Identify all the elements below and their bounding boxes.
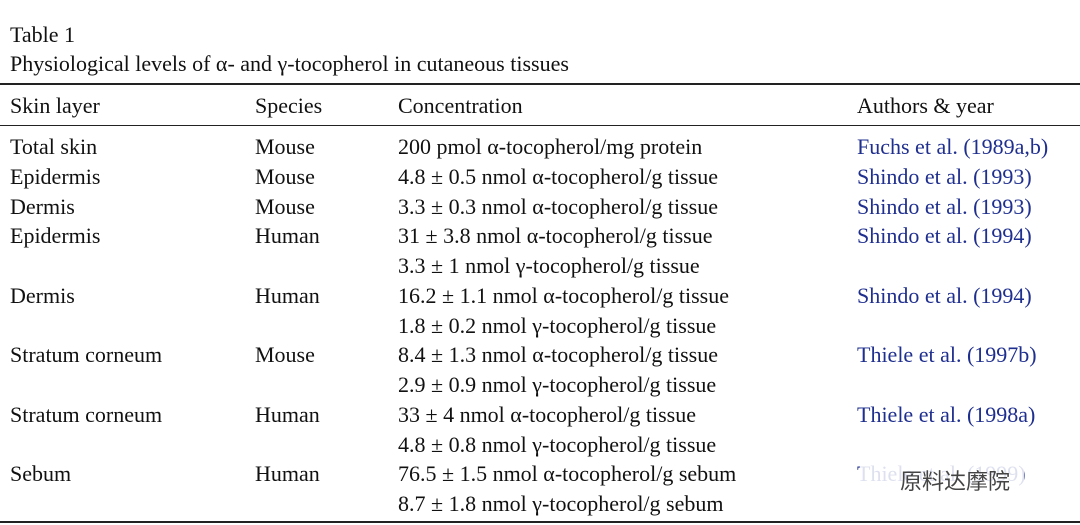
skin-layer: Epidermis [10,163,101,189]
table-label: Table 1 [10,22,76,47]
authors: Shindo et al. (1993) [857,163,1032,189]
skin-layer: Sebum [10,461,72,487]
species: Human [255,461,320,487]
header-cell: Skin layer [10,93,100,118]
concentration: 3.3 ± 0.3 nmol α-tocopherol/g tissue [398,193,718,219]
concentration: 8.4 ± 1.3 nmol α-tocopherol/g tissue [398,342,718,368]
header-rule [0,125,1080,126]
species: Human [255,401,320,427]
concentration: 3.3 ± 1 nmol γ-tocopherol/g tissue [398,253,700,278]
skin-layer: Dermis [10,193,75,219]
species: Mouse [255,193,315,219]
species: Human [255,223,320,249]
concentration: 4.8 ± 0.8 nmol γ-tocopherol/g tissue [398,431,717,457]
concentration: 31 ± 3.8 nmol α-tocopherol/g tissue [398,223,713,249]
skin-layer: Epidermis [10,223,101,249]
concentration: 76.5 ± 1.5 nmol α-tocopherol/g sebum [398,461,737,487]
watermark: 原料达摩院 [860,462,1025,498]
species: Mouse [255,163,315,189]
authors: Shindo et al. (1993) [857,193,1032,219]
skin-layer: Total skin [10,134,98,159]
header-cell: Authors & year [857,93,994,118]
concentration: 16.2 ± 1.1 nmol α-tocopherol/g tissue [398,282,729,308]
skin-layer: Stratum corneum [10,401,163,427]
skin-layer: Dermis [10,282,75,308]
caption: Physiological levels of α- and γ-tocophe… [10,51,569,76]
concentration: 8.7 ± 1.8 nmol γ-tocopherol/g sebum [398,491,724,516]
bottom-rule [0,521,1080,523]
concentration: 1.8 ± 0.2 nmol γ-tocopherol/g tissue [398,312,717,338]
authors: Thiele et al. (1998a) [857,401,1036,427]
concentration: 200 pmol α-tocopherol/mg protein [398,134,703,159]
concentration: 33 ± 4 nmol α-tocopherol/g tissue [398,401,696,427]
authors: Fuchs et al. (1989a,b) [857,134,1049,159]
authors: Thiele et al. (1997b) [857,342,1037,368]
species: Human [255,282,320,308]
header-cell: Species [255,93,323,118]
skin-layer: Stratum corneum [10,342,163,368]
species: Mouse [255,342,315,368]
authors: Shindo et al. (1994) [857,282,1032,308]
concentration: 4.8 ± 0.5 nmol α-tocopherol/g tissue [398,163,718,189]
concentration: 2.9 ± 0.9 nmol γ-tocopherol/g tissue [398,372,717,397]
authors: Shindo et al. (1994) [857,223,1032,249]
header-cell: Concentration [398,93,523,118]
top-rule [0,83,1080,85]
species: Mouse [255,134,315,159]
